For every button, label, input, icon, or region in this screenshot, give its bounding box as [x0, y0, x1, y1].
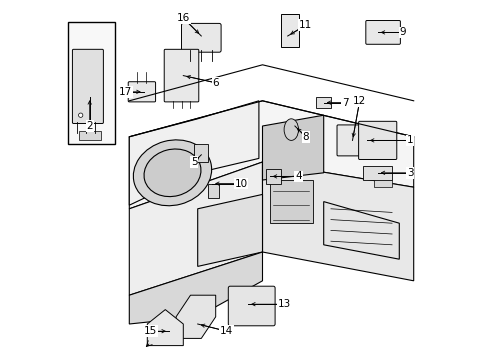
- Polygon shape: [197, 194, 262, 266]
- Bar: [363, 166, 391, 180]
- FancyBboxPatch shape: [72, 49, 103, 123]
- Bar: [280, 14, 298, 47]
- Ellipse shape: [133, 140, 211, 206]
- Bar: [269, 180, 312, 223]
- Polygon shape: [262, 162, 413, 281]
- Text: 11: 11: [299, 20, 312, 30]
- Polygon shape: [129, 101, 413, 209]
- FancyBboxPatch shape: [128, 82, 155, 102]
- Text: 8: 8: [302, 132, 308, 142]
- Text: 3: 3: [406, 168, 412, 178]
- Text: 1: 1: [406, 135, 412, 145]
- Polygon shape: [129, 252, 262, 324]
- Polygon shape: [323, 202, 399, 259]
- Polygon shape: [129, 101, 258, 205]
- Bar: [194, 144, 208, 162]
- Bar: [79, 131, 101, 140]
- Text: 17: 17: [119, 87, 132, 97]
- Bar: [208, 184, 219, 198]
- Ellipse shape: [284, 119, 298, 140]
- Text: 7: 7: [341, 98, 348, 108]
- Text: 10: 10: [234, 179, 247, 189]
- Bar: [316, 97, 330, 108]
- Text: 16: 16: [176, 13, 189, 23]
- FancyBboxPatch shape: [365, 21, 400, 44]
- Polygon shape: [129, 162, 262, 295]
- FancyBboxPatch shape: [181, 23, 221, 52]
- Text: 15: 15: [144, 326, 157, 336]
- Ellipse shape: [144, 149, 201, 197]
- Text: 14: 14: [220, 326, 233, 336]
- Text: 13: 13: [277, 299, 290, 309]
- Polygon shape: [147, 310, 183, 346]
- Bar: [68, 22, 115, 144]
- FancyBboxPatch shape: [164, 49, 199, 102]
- Bar: [265, 169, 280, 184]
- Bar: [373, 180, 391, 187]
- FancyBboxPatch shape: [358, 121, 396, 159]
- Text: 12: 12: [352, 96, 366, 106]
- Text: 9: 9: [399, 27, 406, 37]
- FancyBboxPatch shape: [336, 125, 371, 156]
- Circle shape: [79, 113, 82, 117]
- Text: 2: 2: [86, 121, 93, 131]
- Polygon shape: [262, 115, 323, 180]
- Text: 4: 4: [295, 171, 301, 181]
- Text: 6: 6: [212, 78, 219, 88]
- Text: 5: 5: [190, 157, 197, 167]
- Polygon shape: [176, 295, 215, 338]
- FancyBboxPatch shape: [228, 286, 275, 326]
